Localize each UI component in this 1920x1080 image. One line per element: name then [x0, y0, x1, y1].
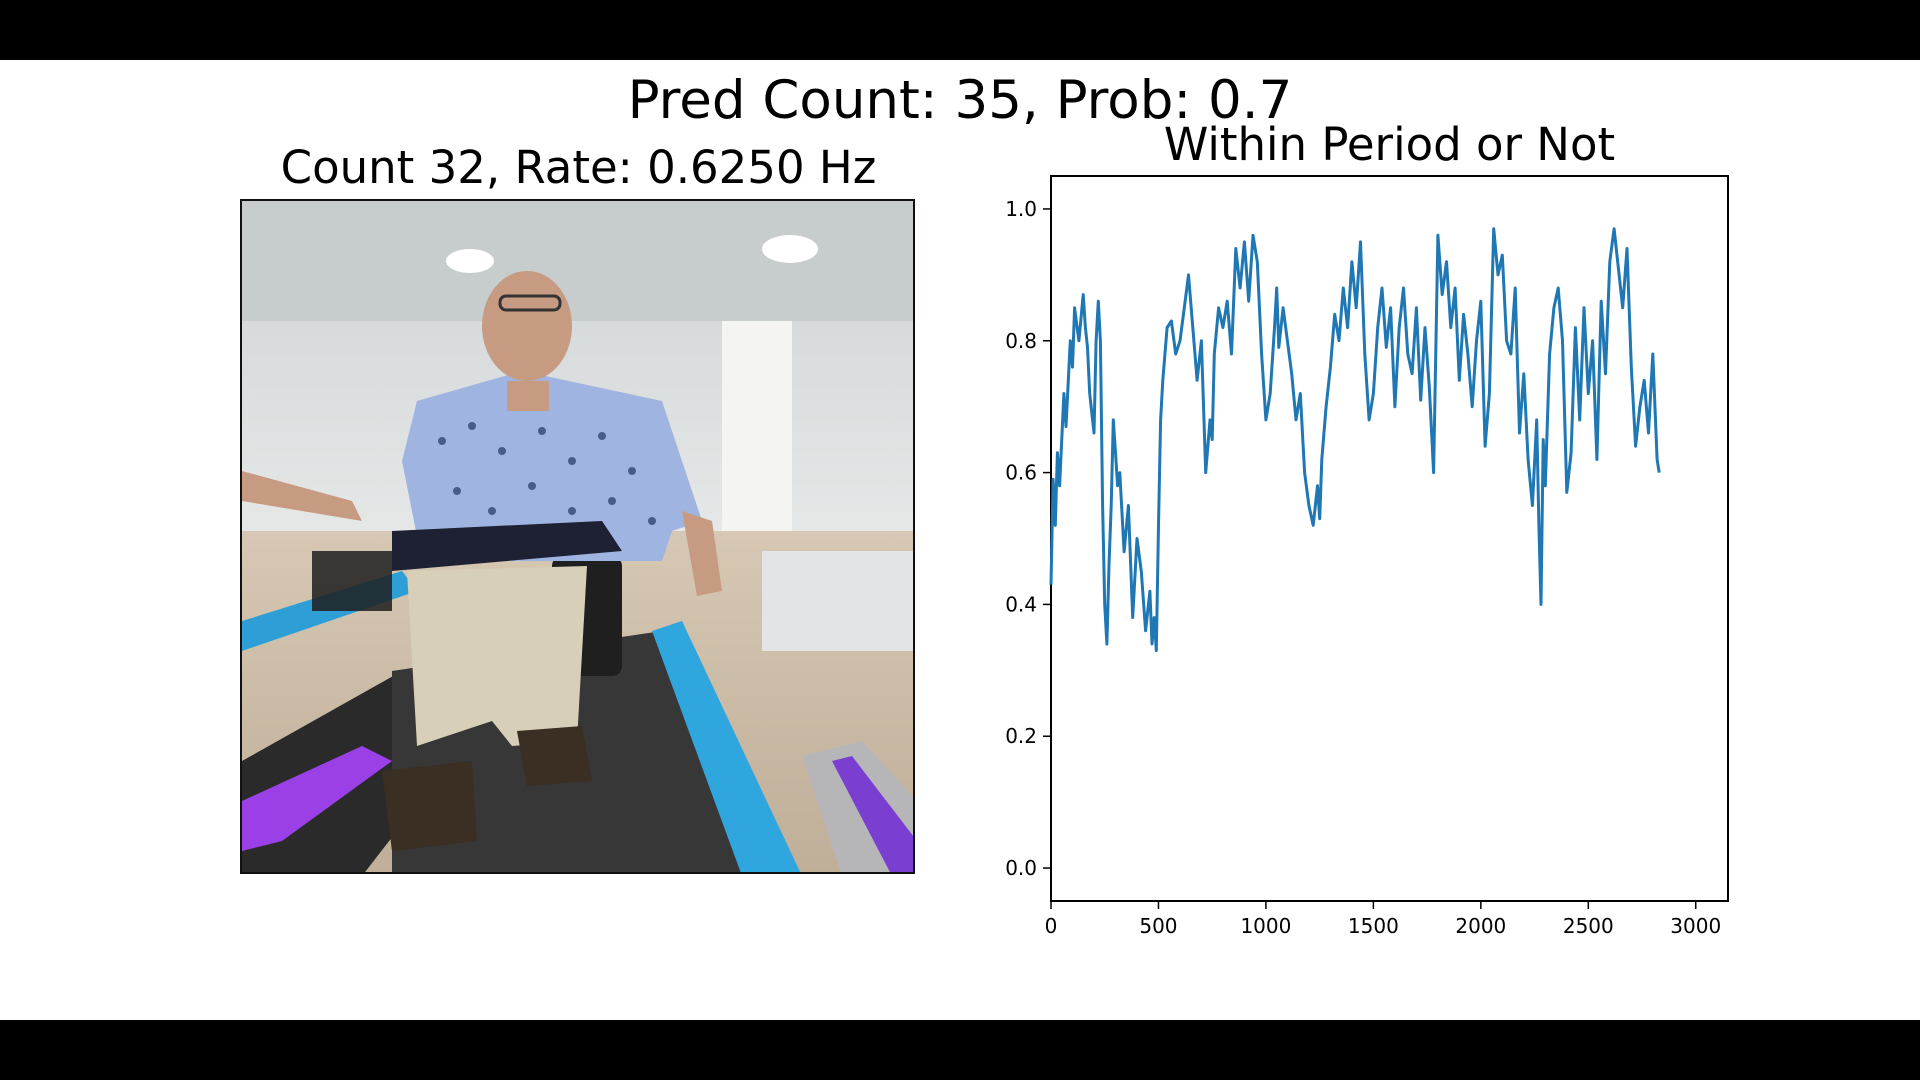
patient-foot	[382, 761, 477, 851]
treadmill-light	[242, 746, 392, 851]
video-frame-image	[242, 201, 913, 872]
harness-belt	[392, 521, 622, 571]
x-tick-label: 2500	[1563, 914, 1614, 938]
chart-title: Within Period or Not	[1163, 118, 1616, 171]
x-tick-label: 1500	[1348, 914, 1399, 938]
video-title: Count 32, Rate: 0.6250 Hz	[280, 141, 877, 194]
y-tick-label: 0.4	[1005, 592, 1037, 616]
y-tick-label: 0.2	[1005, 724, 1037, 748]
plot-area-frame	[1050, 175, 1729, 902]
figure-canvas: Pred Count: 35, Prob: 0.7 Count 32, Rate…	[0, 60, 1920, 1020]
y-tick-label: 0.0	[1005, 856, 1037, 880]
x-tick-label: 3000	[1670, 914, 1721, 938]
chart-svg: 0 500 1000 1500 2000 2500 3000 0.0 0.2 0.4 0.6 0.8 1…	[1005, 175, 1729, 938]
x-tick-label: 1000	[1240, 914, 1291, 938]
patient-head	[482, 271, 572, 381]
ceiling-light	[762, 235, 818, 263]
patient-trousers	[407, 566, 587, 746]
y-tick-label: 0.8	[1005, 329, 1037, 353]
assistant-arm	[242, 471, 362, 521]
handrail-right	[652, 621, 801, 872]
ceiling-light	[446, 249, 494, 273]
patient-foot	[517, 726, 592, 786]
figure-title: Pred Count: 35, Prob: 0.7	[627, 70, 1293, 131]
series-line	[1049, 227, 1661, 652]
chart-layer: 0 500 1000 1500 2000 2500 3000 0.0 0.2 0.4 0.6 0.8 1…	[1005, 175, 1729, 938]
x-tick-label: 0	[1045, 914, 1058, 938]
y-tick-label: 0.6	[1005, 461, 1037, 485]
y-tick-label: 1.0	[1005, 197, 1037, 221]
x-tick-label: 500	[1139, 914, 1177, 938]
video-frame	[240, 199, 915, 874]
x-tick-label: 2000	[1455, 914, 1506, 938]
patient-gown	[402, 371, 702, 561]
